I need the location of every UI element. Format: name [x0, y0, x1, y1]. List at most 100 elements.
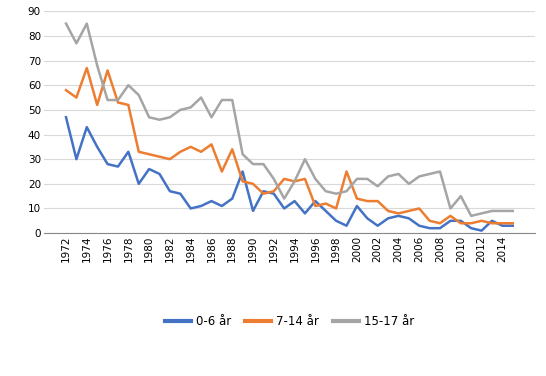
0-6 år: [104, 162, 111, 166]
15-17 år: [104, 98, 111, 102]
0-6 år: [239, 169, 246, 174]
15-17 år: [270, 177, 277, 181]
0-6 år: [312, 199, 319, 203]
0-6 år: [458, 218, 464, 223]
0-6 år: [167, 189, 173, 194]
15-17 år: [312, 177, 319, 181]
Legend: 0-6 år, 7-14 år, 15-17 år: 0-6 år, 7-14 år, 15-17 år: [161, 310, 418, 332]
7-14 år: [323, 201, 329, 206]
15-17 år: [125, 83, 132, 88]
15-17 år: [187, 105, 194, 110]
7-14 år: [385, 209, 391, 213]
7-14 år: [468, 221, 474, 226]
0-6 år: [292, 199, 298, 203]
15-17 år: [323, 189, 329, 194]
15-17 år: [416, 174, 423, 179]
15-17 år: [499, 209, 506, 213]
7-14 år: [73, 95, 80, 100]
0-6 år: [260, 189, 266, 194]
15-17 år: [302, 157, 308, 161]
0-6 år: [437, 226, 443, 230]
7-14 år: [375, 199, 381, 203]
7-14 år: [416, 206, 423, 211]
15-17 år: [478, 211, 485, 216]
7-14 år: [489, 221, 495, 226]
0-6 år: [84, 125, 90, 129]
0-6 år: [323, 209, 329, 213]
15-17 år: [489, 209, 495, 213]
7-14 år: [354, 196, 360, 201]
0-6 år: [156, 172, 163, 176]
7-14 år: [63, 88, 69, 92]
15-17 år: [447, 206, 454, 211]
Line: 0-6 år: 0-6 år: [66, 117, 513, 230]
15-17 år: [208, 115, 215, 120]
0-6 år: [416, 223, 423, 228]
0-6 år: [198, 204, 204, 208]
7-14 år: [447, 214, 454, 218]
15-17 år: [84, 21, 90, 26]
7-14 år: [239, 179, 246, 183]
15-17 år: [343, 189, 350, 194]
0-6 år: [302, 211, 308, 216]
15-17 år: [167, 115, 173, 120]
0-6 år: [468, 226, 474, 230]
15-17 år: [281, 196, 287, 201]
15-17 år: [260, 162, 266, 166]
7-14 år: [406, 209, 412, 213]
7-14 år: [218, 169, 225, 174]
0-6 år: [478, 228, 485, 233]
7-14 år: [281, 177, 287, 181]
7-14 år: [478, 218, 485, 223]
0-6 år: [395, 214, 402, 218]
0-6 år: [333, 218, 340, 223]
15-17 år: [292, 179, 298, 183]
7-14 år: [250, 182, 256, 186]
7-14 år: [135, 150, 142, 154]
15-17 år: [333, 191, 340, 196]
0-6 år: [354, 204, 360, 208]
7-14 år: [260, 191, 266, 196]
7-14 år: [229, 147, 235, 152]
0-6 år: [270, 191, 277, 196]
7-14 år: [84, 66, 90, 70]
0-6 år: [375, 223, 381, 228]
15-17 år: [375, 184, 381, 188]
15-17 år: [385, 174, 391, 179]
7-14 år: [177, 150, 183, 154]
0-6 år: [63, 115, 69, 120]
15-17 år: [146, 115, 152, 120]
7-14 år: [167, 157, 173, 161]
7-14 år: [187, 145, 194, 149]
7-14 år: [364, 199, 371, 203]
7-14 år: [312, 204, 319, 208]
Line: 7-14 år: 7-14 år: [66, 68, 513, 223]
15-17 år: [239, 152, 246, 156]
15-17 år: [458, 194, 464, 199]
15-17 år: [250, 162, 256, 166]
0-6 år: [135, 182, 142, 186]
7-14 år: [458, 221, 464, 226]
0-6 år: [94, 145, 100, 149]
0-6 år: [115, 164, 121, 169]
7-14 år: [104, 68, 111, 73]
0-6 år: [385, 216, 391, 221]
7-14 år: [156, 155, 163, 159]
7-14 år: [198, 150, 204, 154]
Line: 15-17 år: 15-17 år: [66, 24, 513, 216]
0-6 år: [250, 209, 256, 213]
7-14 år: [270, 189, 277, 194]
0-6 år: [218, 204, 225, 208]
7-14 år: [292, 179, 298, 183]
0-6 år: [364, 216, 371, 221]
15-17 år: [426, 172, 433, 176]
15-17 år: [63, 21, 69, 26]
15-17 år: [198, 95, 204, 100]
15-17 år: [364, 177, 371, 181]
0-6 år: [73, 157, 80, 161]
0-6 år: [208, 199, 215, 203]
7-14 år: [343, 169, 350, 174]
15-17 år: [437, 169, 443, 174]
7-14 år: [115, 100, 121, 105]
7-14 år: [125, 103, 132, 107]
